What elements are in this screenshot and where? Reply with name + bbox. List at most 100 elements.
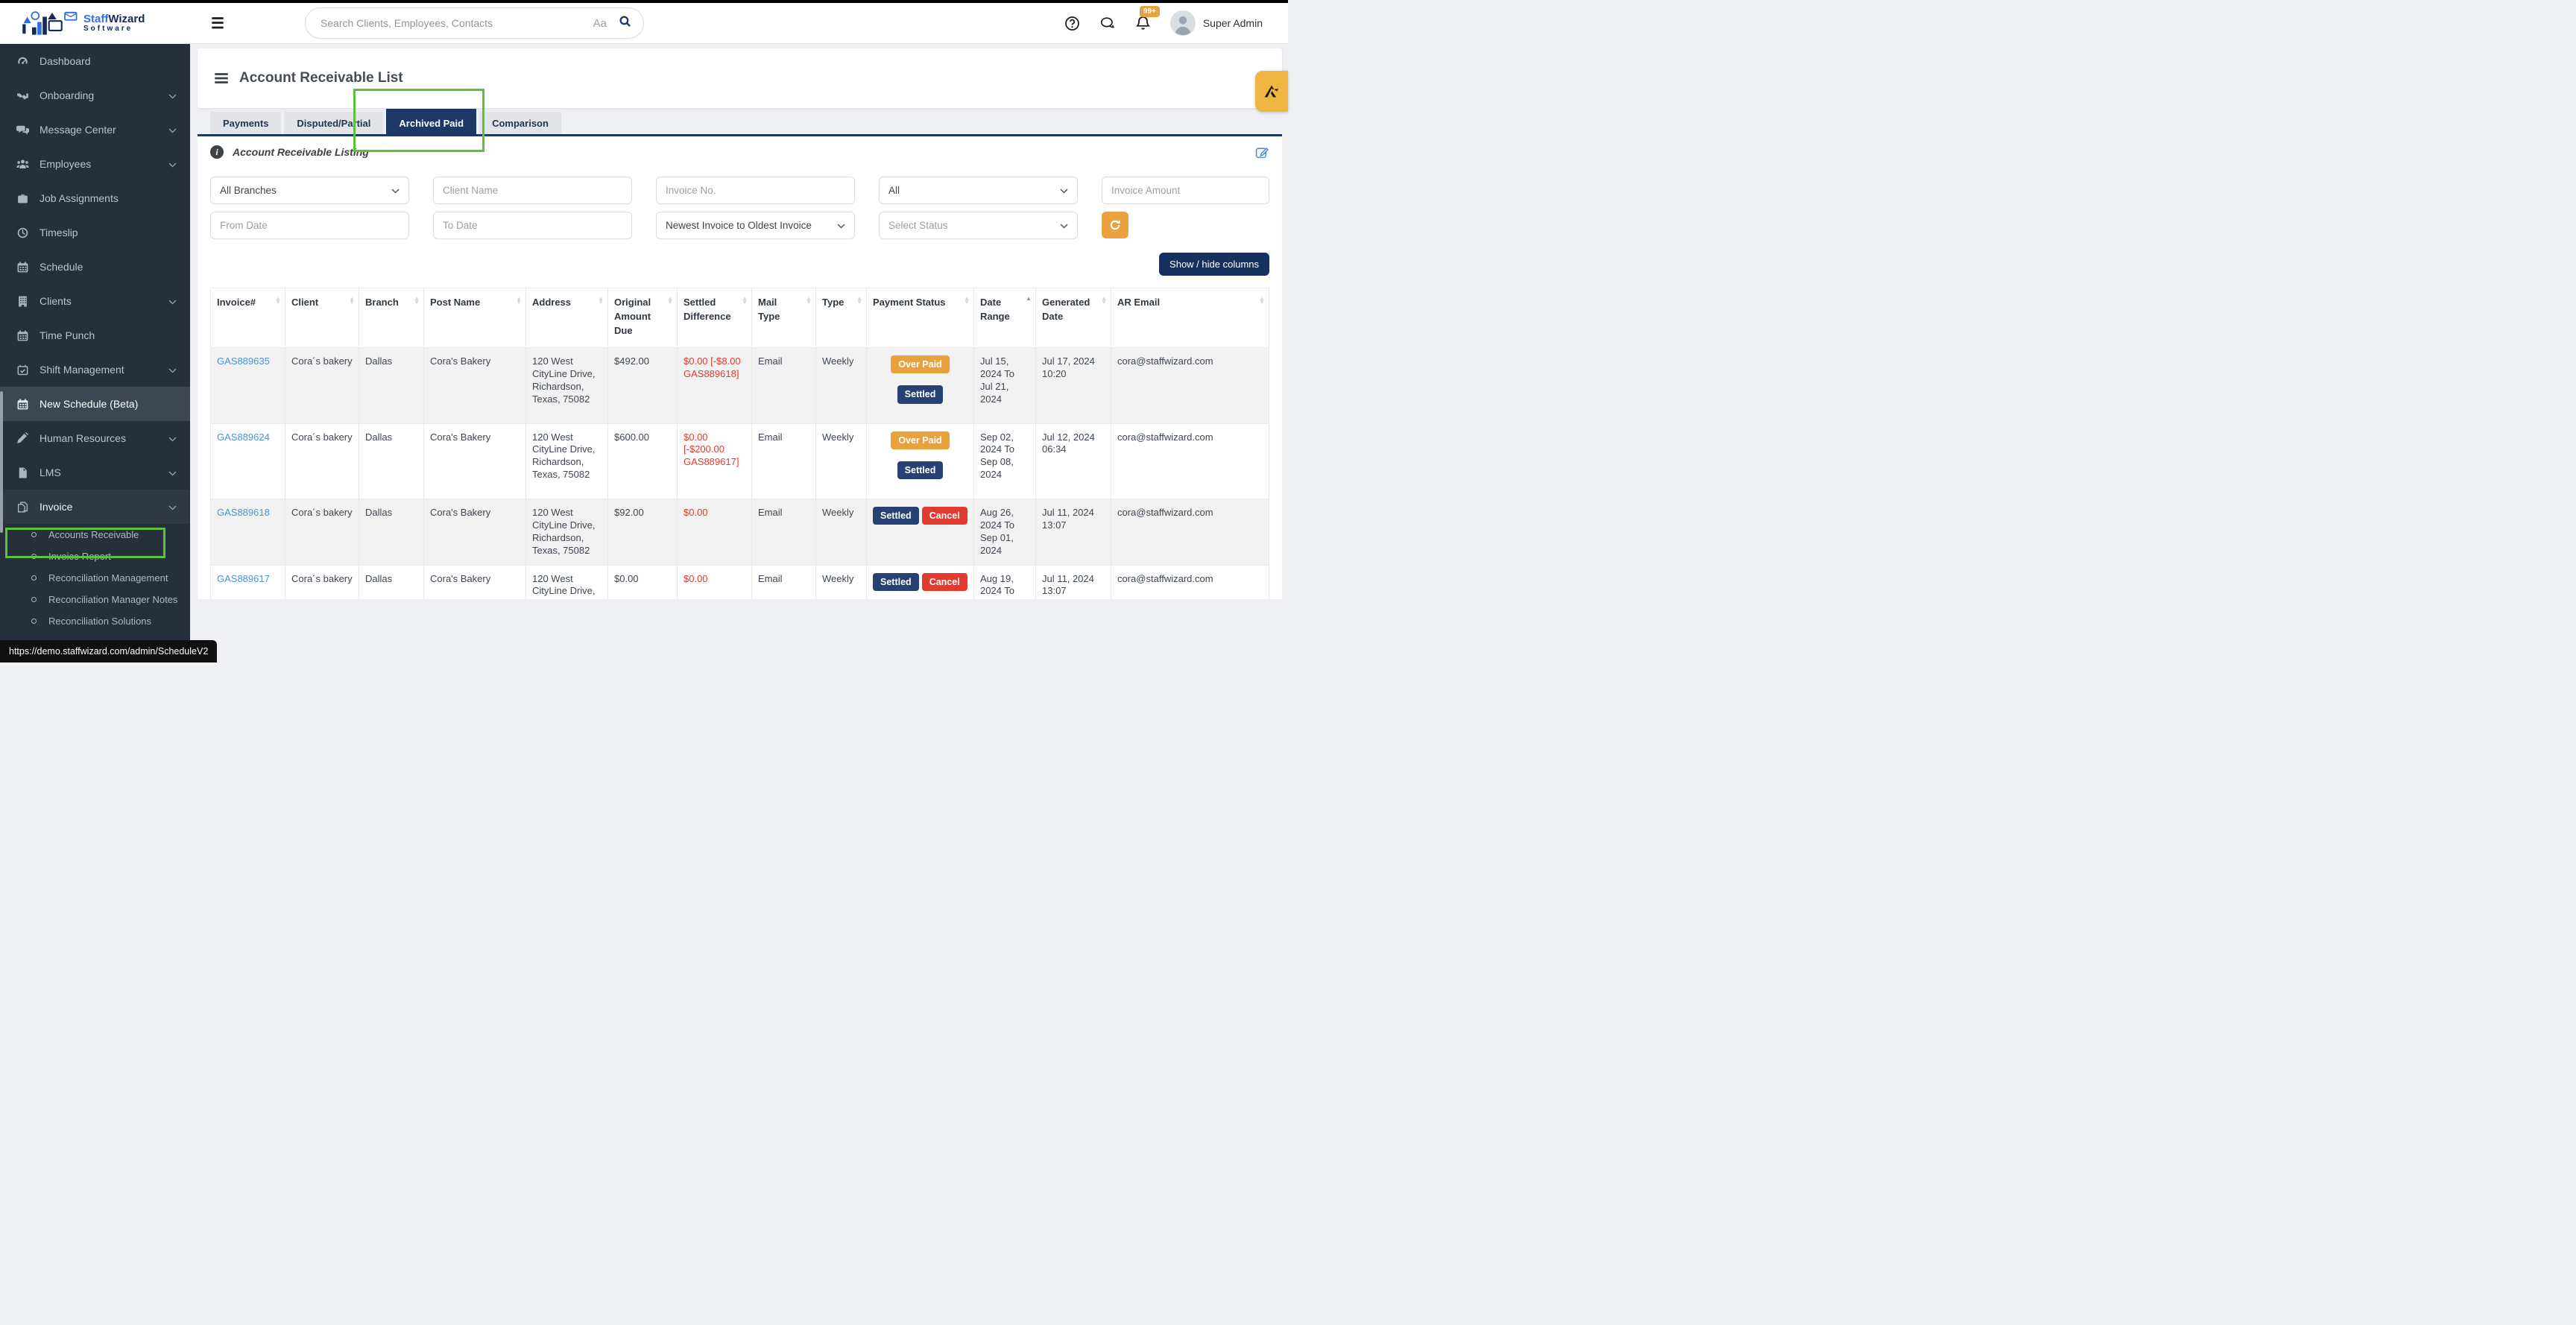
- sidebar-item-time-punch[interactable]: Time Punch: [0, 318, 190, 352]
- hamburger-menu-icon[interactable]: ☰: [211, 14, 224, 33]
- sidebar-item-onboarding[interactable]: Onboarding: [0, 78, 190, 113]
- column-header-original-amount-due[interactable]: Original Amount Due▲▼: [608, 288, 678, 348]
- show-hide-columns-button[interactable]: Show / hide columns: [1159, 253, 1269, 276]
- sidebar-item-label: Message Center: [40, 124, 116, 136]
- table-cell: cora@staffwizard.com: [1111, 499, 1269, 566]
- invoice-link[interactable]: GAS889618: [217, 507, 270, 518]
- invoice-amount-input[interactable]: [1102, 177, 1269, 204]
- page-title: Account Receivable List: [239, 70, 403, 86]
- sidebar-item-message-center[interactable]: Message Center: [0, 113, 190, 147]
- sidebar-subitem-reconciliation-manager-notes[interactable]: Reconciliation Manager Notes: [0, 589, 190, 610]
- status-badge-over-paid[interactable]: Over Paid: [891, 355, 949, 373]
- sort-icons: ▲▼: [742, 297, 748, 305]
- sidebar-item-label: Time Punch: [40, 329, 95, 341]
- column-header-date-range[interactable]: Date Range▲: [974, 288, 1036, 348]
- status-badge-cancel[interactable]: Cancel: [922, 507, 967, 525]
- column-header-post-name[interactable]: Post Name▲▼: [424, 288, 526, 348]
- status-badge-over-paid[interactable]: Over Paid: [891, 431, 949, 449]
- sort-icons: ▲▼: [1101, 297, 1107, 305]
- column-header-invoice-[interactable]: Invoice#▲▼: [211, 288, 285, 348]
- refresh-icon: [1108, 218, 1122, 232]
- table-cell: $600.00: [608, 423, 678, 499]
- table-cell: Cora´s bakery: [285, 423, 359, 499]
- user-menu[interactable]: Super Admin: [1170, 10, 1263, 36]
- chevron-down-icon: [168, 158, 177, 170]
- notifications-bell-icon[interactable]: 99+: [1135, 15, 1151, 31]
- match-case-toggle[interactable]: Aa: [593, 17, 607, 30]
- table-cell: Jul 11, 2024 13:07: [1036, 499, 1111, 566]
- branches-select[interactable]: All Branches: [210, 177, 409, 204]
- sidebar-item-lms[interactable]: LMS: [0, 455, 190, 490]
- column-header-type[interactable]: Type▲▼: [816, 288, 867, 348]
- sidebar-item-schedule[interactable]: Schedule: [0, 250, 190, 284]
- sidebar-subitem-invoice-report[interactable]: Invoice Report: [0, 546, 190, 567]
- table-cell: Email: [752, 565, 816, 599]
- sidebar-item-clients[interactable]: Clients: [0, 284, 190, 318]
- sidebar-item-shift-management[interactable]: Shift Management: [0, 352, 190, 387]
- sidebar-item-employees[interactable]: Employees: [0, 147, 190, 181]
- sidebar-item-invoice[interactable]: Invoice: [0, 490, 190, 524]
- tab-disputed-partial[interactable]: Disputed/Partial: [284, 112, 383, 134]
- table-cell: $0.00: [608, 565, 678, 599]
- accounts-receivable-table: Invoice#▲▼Client▲▼Branch▲▼Post Name▲▼Add…: [210, 288, 1269, 599]
- filter-panel: All Branches All Newest Invoice to Oldes…: [210, 177, 1269, 239]
- search-icon[interactable]: [619, 15, 631, 31]
- table-cell: Jul 17, 2024 10:20: [1036, 348, 1111, 424]
- status-badge-cancel[interactable]: Cancel: [922, 573, 967, 591]
- column-header-ar-email[interactable]: AR Email▲▼: [1111, 288, 1269, 348]
- status-badge-settled[interactable]: Settled: [873, 507, 919, 525]
- table-cell: Cora´s bakery: [285, 565, 359, 599]
- chat-icon[interactable]: [1099, 16, 1116, 31]
- column-header-payment-status[interactable]: Payment Status▲▼: [867, 288, 974, 348]
- table-cell: cora@staffwizard.com: [1111, 348, 1269, 424]
- sidebar-subitem-reconciliation-solutions[interactable]: Reconciliation Solutions: [0, 610, 190, 632]
- sidebar-item-dashboard[interactable]: Dashboard: [0, 44, 190, 78]
- invoice-link[interactable]: GAS889635: [217, 355, 270, 367]
- tab-archived-paid[interactable]: Archived Paid: [386, 109, 476, 134]
- sidebar-subitem-label: Reconciliation Manager Notes: [48, 594, 177, 605]
- tab-payments[interactable]: Payments: [210, 112, 281, 134]
- from-date-input[interactable]: [210, 212, 409, 239]
- calendar-icon: [16, 261, 29, 273]
- column-header-mail-type[interactable]: Mail Type▲▼: [752, 288, 816, 348]
- sort-icons: ▲▼: [856, 297, 862, 305]
- sort-icons: ▲▼: [964, 297, 970, 305]
- status-badge-settled[interactable]: Settled: [873, 573, 919, 591]
- type-select[interactable]: All: [879, 177, 1078, 204]
- sidebar-item-timeslip[interactable]: Timeslip: [0, 215, 190, 250]
- sidebar-subitem-reconciliation-management[interactable]: Reconciliation Management: [0, 567, 190, 589]
- invoice-no-input[interactable]: [656, 177, 855, 204]
- table-cell: $0.00 [-$8.00 GAS889618]: [678, 348, 752, 424]
- column-header-generated-date[interactable]: Generated Date▲▼: [1036, 288, 1111, 348]
- users-icon: [16, 158, 29, 171]
- edit-icon[interactable]: [1255, 145, 1269, 159]
- sidebar-item-new-schedule-beta-[interactable]: New Schedule (Beta): [0, 387, 190, 421]
- global-search[interactable]: Aa: [305, 7, 644, 39]
- sidebar-item-human-resources[interactable]: Human Resources: [0, 421, 190, 455]
- help-icon[interactable]: [1064, 16, 1080, 31]
- refresh-button[interactable]: [1102, 212, 1128, 238]
- tab-comparison[interactable]: Comparison: [479, 112, 561, 134]
- table-cell: Weekly: [816, 348, 867, 424]
- sidebar-item-job-assignments[interactable]: Job Assignments: [0, 181, 190, 215]
- sort-order-select[interactable]: Newest Invoice to Oldest Invoice: [656, 212, 855, 239]
- column-header-address[interactable]: Address▲▼: [526, 288, 608, 348]
- sidebar-subitem-label: Reconciliation Solutions: [48, 616, 151, 627]
- status-select[interactable]: Select Status: [879, 212, 1078, 239]
- table-cell: Jul 11, 2024 13:07: [1036, 565, 1111, 599]
- to-date-input[interactable]: [433, 212, 632, 239]
- sidebar-subitem-accounts-receivable[interactable]: Accounts Receivable: [0, 524, 190, 546]
- status-badge-settled[interactable]: Settled: [897, 385, 944, 403]
- column-header-branch[interactable]: Branch▲▼: [359, 288, 424, 348]
- client-name-input[interactable]: [433, 177, 632, 204]
- status-badge-settled[interactable]: Settled: [897, 461, 944, 479]
- invoice-link[interactable]: GAS889617: [217, 573, 270, 584]
- sidebar-subitem-label: Reconciliation Management: [48, 572, 168, 584]
- column-header-settled-difference[interactable]: Settled Difference▲▼: [678, 288, 752, 348]
- floating-action-button[interactable]: [1255, 71, 1288, 112]
- sort-icons: ▲▼: [598, 297, 604, 305]
- column-header-client[interactable]: Client▲▼: [285, 288, 359, 348]
- sidebar-scrollbar[interactable]: [0, 391, 3, 533]
- invoice-link[interactable]: GAS889624: [217, 431, 270, 443]
- search-input[interactable]: [321, 17, 593, 29]
